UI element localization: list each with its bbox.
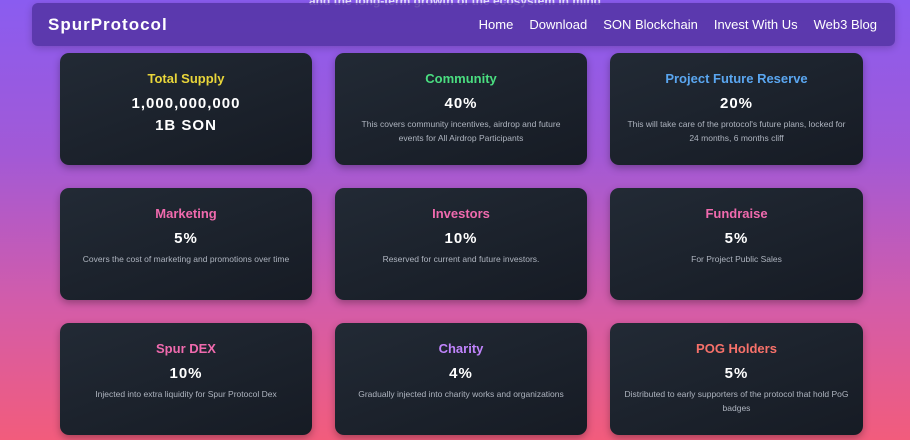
allocation-card: Total Supply 1,000,000,000 1B SON — [60, 53, 312, 165]
card-value: 5% — [724, 230, 749, 247]
card-description: Reserved for current and future investor… — [382, 254, 540, 264]
allocation-card: POG Holders 5% Distributed to early suppo… — [610, 323, 863, 435]
nav-links: Home Download SON Blockchain Invest With… — [479, 17, 877, 32]
card-description: This covers community incentives, airdro… — [361, 119, 561, 143]
card-title: Project Future Reserve — [665, 71, 808, 86]
card-value-secondary: 1B SON — [155, 117, 217, 134]
card-title: Charity — [438, 341, 484, 356]
nav-son-blockchain[interactable]: SON Blockchain — [603, 17, 698, 32]
card-description: Covers the cost of marketing and promoti… — [82, 254, 290, 264]
card-description: Distributed to early supporters of the p… — [624, 389, 849, 413]
card-description: This will take care of the protocol's fu… — [627, 119, 846, 143]
card-title: Investors — [432, 206, 490, 221]
card-title: POG Holders — [696, 341, 777, 356]
nav-web3-blog[interactable]: Web3 Blog — [813, 17, 877, 32]
allocation-card: Fundraise 5% For Project Public Sales — [610, 188, 863, 300]
navbar: SpurProtocol Home Download SON Blockchai… — [32, 3, 895, 46]
card-title: Marketing — [155, 206, 217, 221]
card-value: 4% — [449, 365, 473, 382]
card-value: 10% — [444, 230, 478, 247]
card-title: Community — [425, 71, 497, 86]
nav-download[interactable]: Download — [529, 17, 588, 32]
card-description: Injected into extra liquidity for Spur P… — [95, 389, 277, 399]
logo[interactable]: SpurProtocol — [48, 14, 168, 34]
card-title: Fundraise — [705, 206, 768, 221]
card-description: Gradually injected into charity works an… — [358, 389, 564, 399]
card-value: 40% — [444, 95, 478, 112]
card-value: 1,000,000,000 — [131, 95, 241, 112]
card-value: 10% — [169, 365, 203, 382]
allocation-card: Community 40% This covers community incen… — [335, 53, 587, 165]
nav-home[interactable]: Home — [478, 17, 514, 32]
allocation-card: Charity 4% Gradually injected into charit… — [335, 323, 587, 435]
nav-invest[interactable]: Invest With Us — [713, 17, 798, 32]
tokenomics-grid: Total Supply 1,000,000,000 1B SON Communit… — [60, 53, 863, 435]
card-title: Total Supply — [147, 71, 225, 86]
allocation-card: Spur DEX 10% Injected into extra liquidit… — [60, 323, 312, 435]
allocation-card: Project Future Reserve 20% This will take… — [610, 53, 863, 165]
card-value: 5% — [174, 230, 198, 247]
card-value: 5% — [724, 365, 749, 382]
allocation-card: Marketing 5% Covers the cost of marketing… — [60, 188, 312, 300]
card-title: Spur DEX — [156, 341, 216, 356]
card-description: For Project Public Sales — [691, 254, 782, 264]
card-value: 20% — [719, 95, 754, 112]
allocation-card: Investors 10% Reserved for current and fu… — [335, 188, 587, 300]
